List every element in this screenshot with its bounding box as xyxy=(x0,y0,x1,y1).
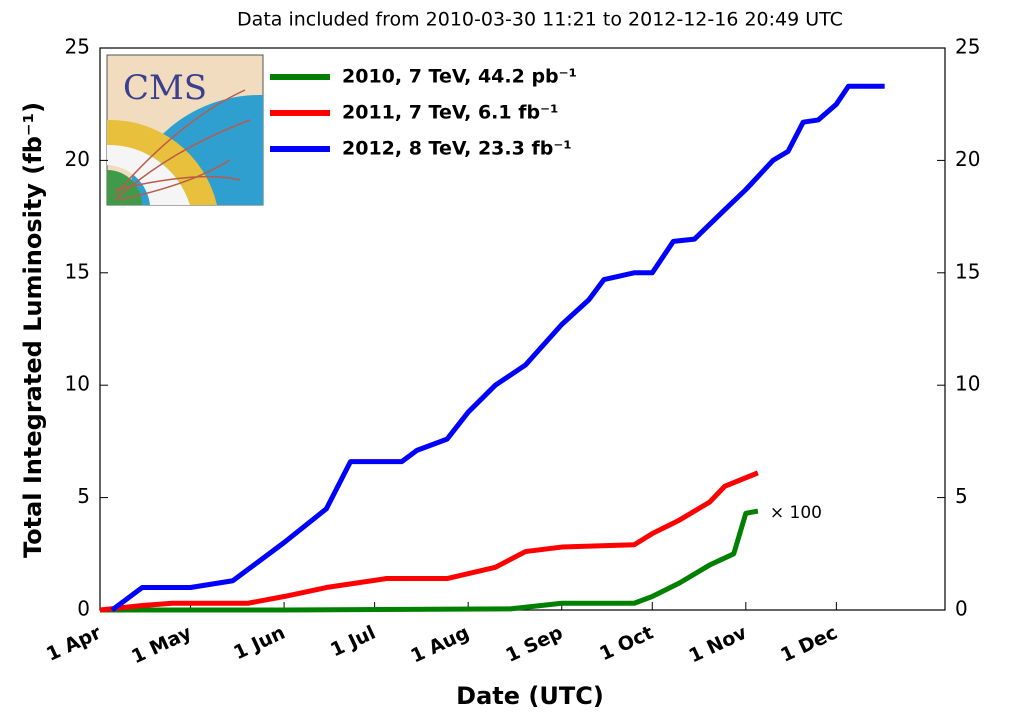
x-tick-label: 1 Dec xyxy=(777,622,840,667)
chart-title: Data included from 2010-03-30 11:21 to 2… xyxy=(237,9,843,31)
y2-tick-label: 5 xyxy=(955,484,968,508)
y2-tick-label: 10 xyxy=(955,372,980,396)
annotation: × 100 xyxy=(770,503,822,523)
legend-label: 2010, 7 TeV, 44.2 pb⁻¹ xyxy=(342,66,577,88)
line xyxy=(100,508,759,613)
y-tick-label: 10 xyxy=(65,372,90,396)
y2-tick-label: 0 xyxy=(955,597,968,621)
legend-label: 2012, 8 TeV, 23.3 fb⁻¹ xyxy=(342,138,572,160)
y-tick-label: 15 xyxy=(65,259,90,283)
x-tick-label: 1 May xyxy=(128,621,195,668)
x-tick-label: 1 Sep xyxy=(502,622,566,667)
y-tick-label: 25 xyxy=(65,35,90,59)
x-tick-label: 1 Nov xyxy=(686,621,751,667)
legend-label: 2011, 7 TeV, 6.1 fb⁻¹ xyxy=(342,102,558,124)
x-tick-label: 1 Apr xyxy=(43,621,105,666)
y2-tick-label: 15 xyxy=(955,259,980,283)
y2-tick-label: 25 xyxy=(955,35,980,59)
logo: CMS xyxy=(106,54,264,206)
x-tick-label: 1 Oct xyxy=(596,622,656,666)
x-tick-label: 1 Jul xyxy=(327,622,379,662)
line xyxy=(110,83,885,613)
x-tick-label: 1 Jun xyxy=(230,622,288,665)
y-axis-label: Total Integrated Luminosity (fb⁻¹) xyxy=(19,102,47,558)
logo-text: CMS xyxy=(123,68,207,108)
y-tick-label: 0 xyxy=(77,597,90,621)
x-axis-label: Date (UTC) xyxy=(456,682,604,710)
y2-tick-label: 20 xyxy=(955,147,980,171)
x-tick-label: 1 Aug xyxy=(407,622,472,668)
y-tick-label: 20 xyxy=(65,147,90,171)
line xyxy=(99,470,759,613)
y-tick-label: 5 xyxy=(77,484,90,508)
